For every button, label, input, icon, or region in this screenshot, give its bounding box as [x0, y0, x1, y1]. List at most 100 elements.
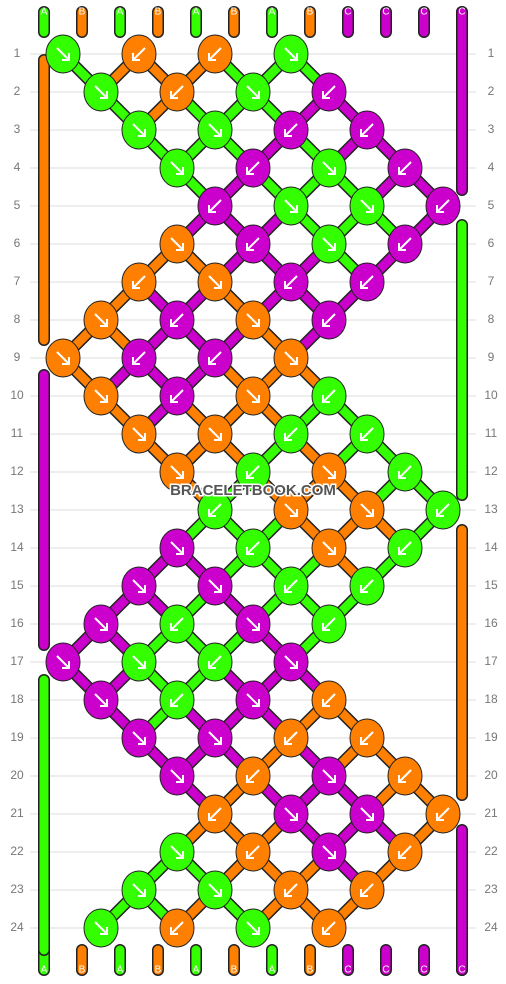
knot-arrow-head	[100, 927, 108, 935]
knot-arrow-head	[170, 91, 178, 99]
knot-arrow	[171, 313, 184, 326]
knot-arrow	[361, 883, 374, 896]
knot-arrow-head	[214, 585, 222, 593]
row-number: 8	[488, 312, 495, 326]
knot-arrow	[247, 845, 260, 858]
knot-arrow	[285, 731, 298, 744]
knot-arrow-head	[246, 775, 254, 783]
knot-arrow	[246, 617, 259, 630]
knot-arrow	[285, 579, 298, 592]
knot-arrow-head	[284, 889, 292, 897]
row-number: 9	[14, 350, 21, 364]
knot-arrow	[208, 731, 221, 744]
watermark: BRACELETBOOK.COM	[170, 482, 336, 499]
row-number: 2	[14, 84, 21, 98]
knot-arrow	[208, 579, 221, 592]
row-number: 2	[488, 84, 495, 98]
knot-arrow	[247, 769, 260, 782]
knot-arrow-head	[290, 509, 298, 517]
knot-arrow-head	[322, 91, 330, 99]
knot-arrow-head	[290, 813, 298, 821]
knot-arrow-head	[100, 395, 108, 403]
knot-arrow	[170, 465, 183, 478]
knot-arrow	[170, 541, 183, 554]
strand-label: C	[382, 7, 389, 18]
knot-arrow	[94, 693, 107, 706]
knot-arrow	[284, 47, 297, 60]
strand-label: C	[420, 7, 427, 18]
row-number: 15	[10, 578, 24, 592]
strand-label: C	[344, 7, 351, 18]
row-number: 5	[488, 198, 495, 212]
knot-arrow-head	[138, 889, 146, 897]
row-number: 23	[484, 882, 498, 896]
knot-arrow	[285, 275, 298, 288]
knot-arrow-head	[366, 509, 374, 517]
knot-arrow-head	[284, 433, 292, 441]
knot-arrow-head	[176, 547, 184, 555]
row-number: 16	[484, 616, 498, 630]
row-number: 1	[488, 46, 495, 60]
row-number: 7	[488, 274, 495, 288]
knot-arrow-head	[62, 357, 70, 365]
knot-arrow	[132, 579, 145, 592]
knot-arrow	[323, 313, 336, 326]
knots	[45, 34, 461, 948]
strand-label: B	[231, 7, 238, 18]
row-number: 19	[10, 730, 24, 744]
row-number: 20	[484, 768, 498, 782]
knot-arrow-head	[214, 737, 222, 745]
knot-arrow-head	[284, 737, 292, 745]
knot-arrow-head	[100, 623, 108, 631]
knot-arrow-head	[284, 129, 292, 137]
knot-arrow-head	[398, 471, 406, 479]
knot-arrow	[133, 275, 146, 288]
knot-arrow-head	[138, 737, 146, 745]
knot-arrow-head	[290, 53, 298, 61]
knot-arrow	[209, 503, 222, 516]
knot-arrow-head	[100, 319, 108, 327]
knot-arrow	[360, 807, 373, 820]
knot-arrow-head	[62, 661, 70, 669]
knot-arrow	[437, 807, 450, 820]
knot-arrow-head	[436, 205, 444, 213]
knot-arrow	[94, 313, 107, 326]
row-number: 1	[14, 46, 21, 60]
strand-label: A	[117, 7, 124, 18]
knot-arrow	[246, 921, 259, 934]
knot-arrow	[399, 465, 412, 478]
row-number: 10	[484, 388, 498, 402]
row-number: 8	[14, 312, 21, 326]
knot-arrow	[132, 731, 145, 744]
knot-arrow-head	[246, 167, 254, 175]
knot-arrow	[284, 351, 297, 364]
knot-arrow-head	[360, 281, 368, 289]
knot-arrow-head	[252, 91, 260, 99]
knot-arrow-head	[132, 357, 140, 365]
row-number: 21	[10, 806, 24, 820]
knot-arrow	[208, 883, 221, 896]
knot-arrow	[399, 769, 412, 782]
knot-arrow	[208, 123, 221, 136]
knot-arrow	[284, 655, 297, 668]
knot-arrow-head	[436, 813, 444, 821]
knot-arrow	[208, 427, 221, 440]
knot-arrow	[56, 351, 69, 364]
knot-arrow-head	[366, 813, 374, 821]
knot-arrow-head	[284, 281, 292, 289]
knot-arrow-head	[214, 433, 222, 441]
knot-arrow-head	[328, 471, 336, 479]
strand-label: C	[458, 965, 465, 976]
knot-arrow-head	[322, 395, 330, 403]
knot-arrow-head	[170, 699, 178, 707]
knot-arrow	[399, 237, 412, 250]
knot-arrow-head	[290, 357, 298, 365]
knot-arrow	[322, 845, 335, 858]
knot-arrow	[132, 655, 145, 668]
row-number: 14	[10, 540, 24, 554]
knot-arrow	[323, 693, 336, 706]
knot-arrow	[361, 427, 374, 440]
row-number: 4	[14, 160, 21, 174]
row-number: 17	[10, 654, 24, 668]
